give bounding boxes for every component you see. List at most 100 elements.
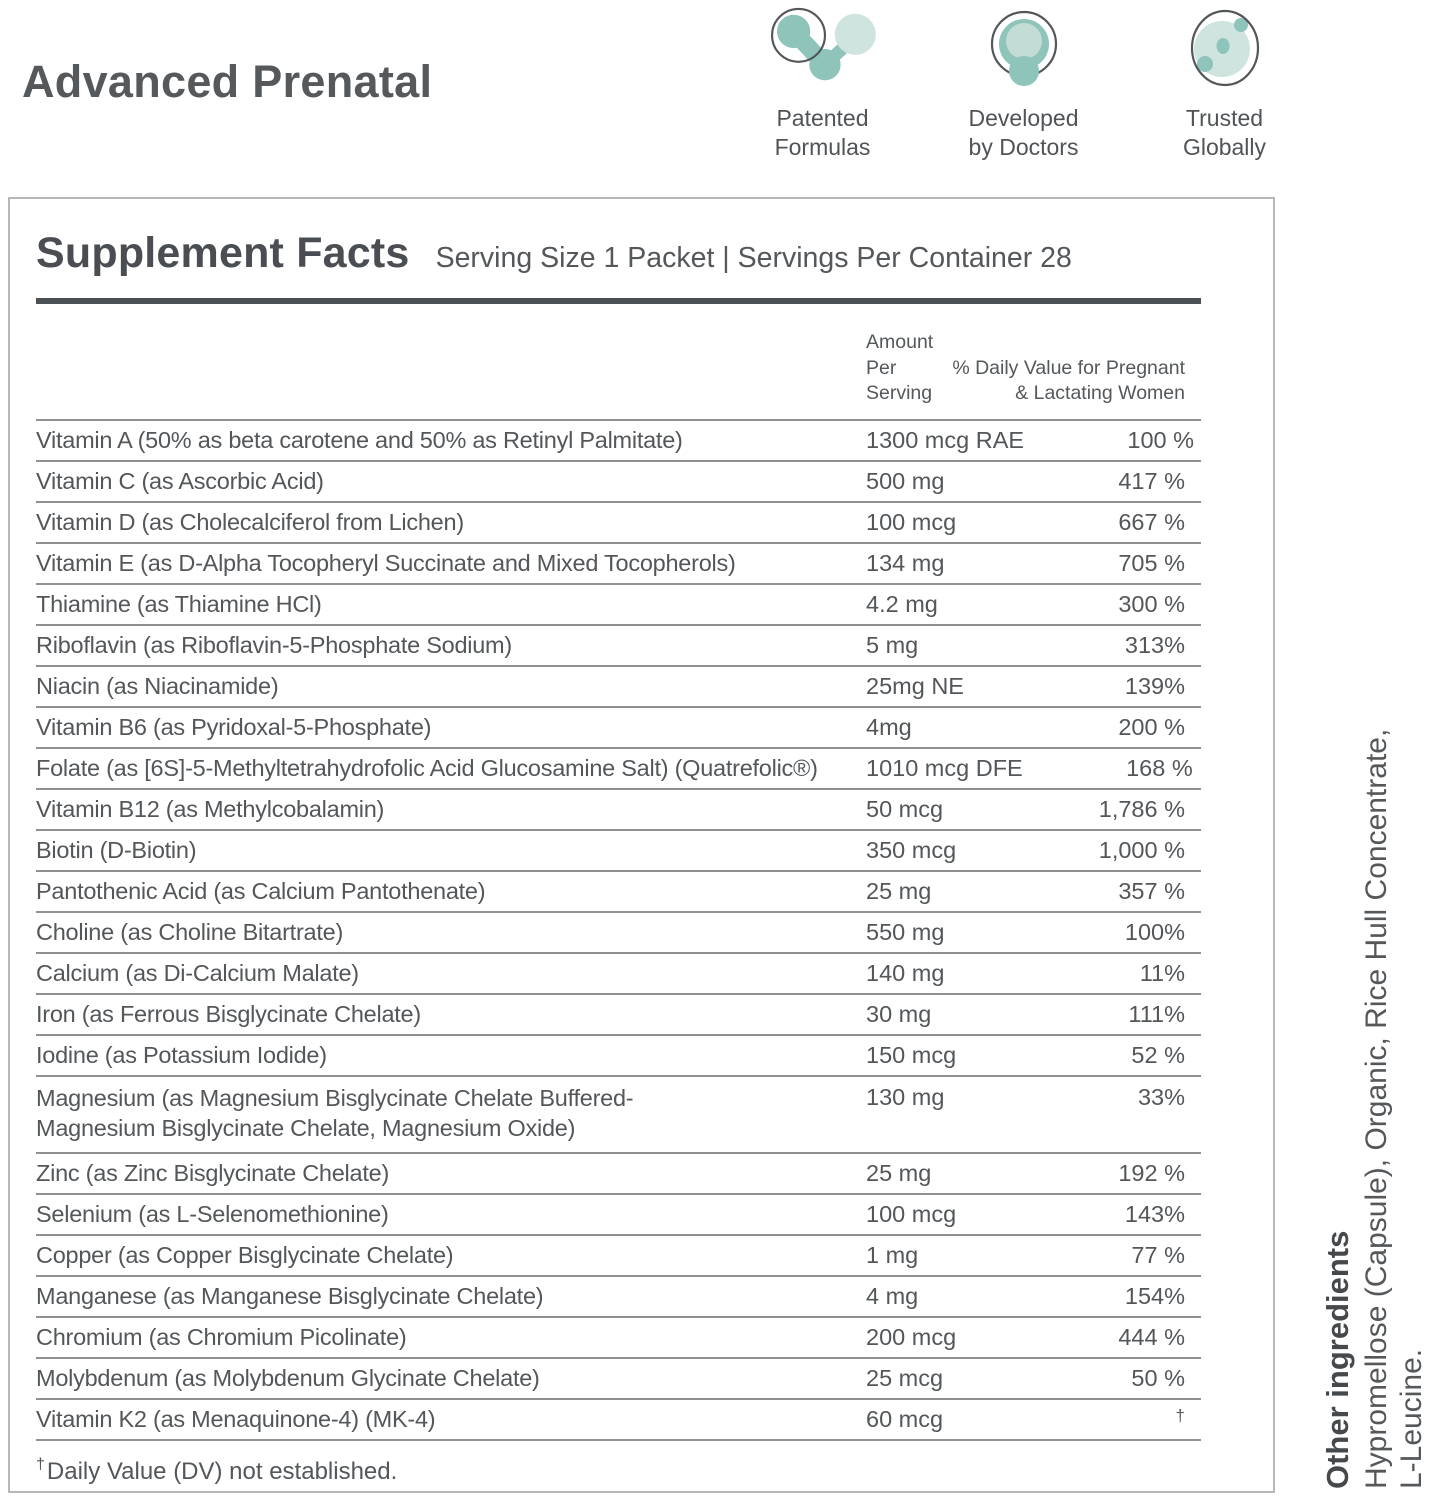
nutrient-amount: 4.2 mg: [866, 591, 938, 618]
col-amount-line2: Serving: [866, 382, 933, 405]
nutrient-name-cell: Vitamin E (as D-Alpha Tocopheryl Succina…: [36, 549, 866, 578]
nutrient-dv: 667 %: [1118, 509, 1185, 536]
nutrient-amount: 1300 mcg RAE: [866, 427, 1025, 454]
nutrient-amount: 140 mg: [866, 960, 945, 987]
column-header-daily-value: % Daily Value for Pregnant & Lactating W…: [952, 356, 1201, 407]
nutrient-dv: 1,786 %: [1098, 796, 1185, 823]
badge-label-line2: Formulas: [774, 134, 871, 161]
nutrient-dv: 417 %: [1118, 468, 1185, 495]
table-row: Copper (as Copper Bisglycinate Chelate) …: [36, 1236, 1201, 1278]
table-row: Thiamine (as Thiamine HCl) 4.2 mg 300 %: [36, 585, 1201, 627]
nutrient-dv: 192 %: [1118, 1160, 1185, 1187]
nutrient-dv: 357 %: [1118, 878, 1185, 905]
nutrient-name-cell: Riboflavin (as Riboflavin-5-Phosphate So…: [36, 631, 866, 660]
nutrient-amount: 25 mcg: [866, 1365, 944, 1392]
table-row: Niacin (as Niacinamide) 25mg NE 139%: [36, 667, 1201, 709]
col-dv-line1: % Daily Value for Pregnant: [952, 356, 1185, 379]
column-header-amount: Amount Per Serving: [866, 330, 952, 407]
nutrient-dv: 1,000 %: [1098, 837, 1185, 864]
nutrient-dv: 33%: [1137, 1084, 1185, 1111]
table-row: Vitamin C (as Ascorbic Acid) 500 mg 417 …: [36, 462, 1201, 504]
nutrient-name-cell: Vitamin D (as Cholecalciferol from Liche…: [36, 508, 866, 537]
nutrient-amount: 50 mcg: [866, 796, 944, 823]
badge-label-line1: Trusted: [1185, 105, 1264, 131]
nutrient-name: Niacin (as Niacinamide): [36, 673, 279, 700]
badge-label: Trusted Globally: [1183, 104, 1266, 163]
nutrient-name-cell: Magnesium (as Magnesium Bisglycinate Che…: [36, 1084, 866, 1143]
nutrient-dv: 100%: [1124, 919, 1185, 946]
other-ingredients-heading: Other ingredients: [1320, 1230, 1355, 1489]
footnote-text: Daily Value (DV) not established.: [46, 1458, 398, 1486]
nutrient-amount: 25 mg: [866, 1160, 932, 1187]
table-row: Vitamin A (50% as beta carotene and 50% …: [36, 421, 1201, 463]
nutrient-name-cell: Choline (as Choline Bitartrate): [36, 918, 866, 947]
table-row: Zinc (as Zinc Bisglycinate Chelate) 25 m…: [36, 1154, 1201, 1196]
nutrient-amount: 100 mcg: [866, 1201, 957, 1228]
nutrient-name: Thiamine (as Thiamine HCl): [36, 591, 322, 618]
nutrient-name: Vitamin C (as Ascorbic Acid): [36, 468, 324, 495]
supplement-facts-panel: Supplement Facts Serving Size 1 Packet |…: [8, 197, 1275, 1493]
nutrient-dv: 313%: [1124, 632, 1185, 659]
other-ingredients-line1: Hypromellose (Capsule), Organic, Rice Hu…: [1360, 728, 1393, 1489]
nutrient-dv: 168 %: [1126, 755, 1193, 782]
supplement-facts-title: Supplement Facts: [36, 229, 410, 277]
table-row: Iron (as Ferrous Bisglycinate Chelate) 3…: [36, 995, 1201, 1037]
nutrient-name: Riboflavin (as Riboflavin-5-Phosphate So…: [36, 632, 512, 659]
badge-developed-by-doctors: Developed by Doctors: [923, 4, 1124, 163]
header-rule: [36, 298, 1201, 304]
nutrient-name: Vitamin B12 (as Methylcobalamin): [36, 796, 385, 823]
nutrient-name-cell: Thiamine (as Thiamine HCl): [36, 590, 866, 619]
table-row: Riboflavin (as Riboflavin-5-Phosphate So…: [36, 626, 1201, 668]
nutrient-amount: 1010 mcg DFE: [866, 755, 1023, 782]
nutrient-name-cell: Biotin (D-Biotin): [36, 836, 866, 865]
nutrient-amount: 4mg: [866, 714, 912, 741]
nutrient-dv: †: [1175, 1405, 1185, 1425]
nutrient-name-cell: Zinc (as Zinc Bisglycinate Chelate): [36, 1159, 866, 1188]
nutrient-name-cell: Chromium (as Chromium Picolinate): [36, 1323, 866, 1352]
nutrient-name: Vitamin A (50% as beta carotene and 50% …: [36, 427, 683, 454]
table-row: Choline (as Choline Bitartrate) 550 mg 1…: [36, 913, 1201, 955]
nutrient-name: Folate (as [6S]-5-Methyltetrahydrofolic …: [36, 755, 818, 782]
col-amount-line1: Amount Per: [866, 331, 934, 379]
nutrient-name-cell: Vitamin B12 (as Methylcobalamin): [36, 795, 866, 824]
nutrient-name-cell: Molybdenum (as Molybdenum Glycinate Chel…: [36, 1364, 866, 1393]
table-row: Calcium (as Di-Calcium Malate) 140 mg 11…: [36, 954, 1201, 996]
nutrient-name: Vitamin D (as Cholecalciferol from Liche…: [36, 509, 464, 536]
nutrient-name: Iodine (as Potassium Iodide): [36, 1042, 327, 1069]
nutrient-name: Molybdenum (as Molybdenum Glycinate Chel…: [36, 1365, 540, 1392]
nutrient-amount: 500 mg: [866, 468, 945, 495]
nutrient-amount: 60 mcg: [866, 1406, 944, 1433]
table-row: Vitamin B6 (as Pyridoxal-5-Phosphate) 4m…: [36, 708, 1201, 750]
table-row: Vitamin B12 (as Methylcobalamin) 50 mcg …: [36, 790, 1201, 832]
nutrient-amount: 25 mg: [866, 878, 932, 905]
nutrient-dv: 52 %: [1131, 1042, 1185, 1069]
facts-rows: Vitamin A (50% as beta carotene and 50% …: [36, 421, 1201, 1442]
badge-label-line2: by Doctors: [968, 134, 1079, 161]
nutrient-name: Biotin (D-Biotin): [36, 837, 197, 864]
badge-label: Developed by Doctors: [969, 104, 1079, 163]
table-row: Vitamin K2 (as Menaquinone-4) (MK-4) 60 …: [36, 1400, 1201, 1442]
nutrient-name-cell: Copper (as Copper Bisglycinate Chelate): [36, 1241, 866, 1270]
nutrient-name-cell: Vitamin K2 (as Menaquinone-4) (MK-4): [36, 1405, 866, 1434]
globe-icon: [1175, 4, 1275, 98]
table-row: Biotin (D-Biotin) 350 mcg 1,000 %: [36, 831, 1201, 873]
nutrient-amount: 134 mg: [866, 550, 945, 577]
page-title: Advanced Prenatal: [22, 56, 433, 107]
badge-trusted-globally: Trusted Globally: [1124, 4, 1325, 163]
nutrient-dv: 11%: [1139, 960, 1185, 987]
nutrient-dv: 300 %: [1118, 591, 1185, 618]
nutrient-name-cell: Vitamin B6 (as Pyridoxal-5-Phosphate): [36, 713, 866, 742]
nutrient-name: Selenium (as L-Selenomethionine): [36, 1201, 389, 1228]
nutrient-name: Iron (as Ferrous Bisglycinate Chelate): [36, 1001, 421, 1028]
badge-label-line2: Globally: [1182, 134, 1267, 161]
nutrient-dv: 50 %: [1131, 1365, 1185, 1392]
table-row: Folate (as [6S]-5-Methyltetrahydrofolic …: [36, 749, 1201, 791]
nutrient-amount: 130 mg: [866, 1084, 945, 1111]
table-row: Selenium (as L-Selenomethionine) 100 mcg…: [36, 1195, 1201, 1237]
footnote: † Daily Value (DV) not established.: [36, 1441, 1201, 1503]
other-ingredients-line2: L-Leucine.: [1395, 1348, 1428, 1489]
nutrient-name-cell: Pantothenic Acid (as Calcium Pantothenat…: [36, 877, 866, 906]
nutrient-name-cell: Iodine (as Potassium Iodide): [36, 1041, 866, 1070]
nutrient-amount: 5 mg: [866, 632, 919, 659]
serving-info: Serving Size 1 Packet | Servings Per Con…: [435, 242, 1072, 274]
